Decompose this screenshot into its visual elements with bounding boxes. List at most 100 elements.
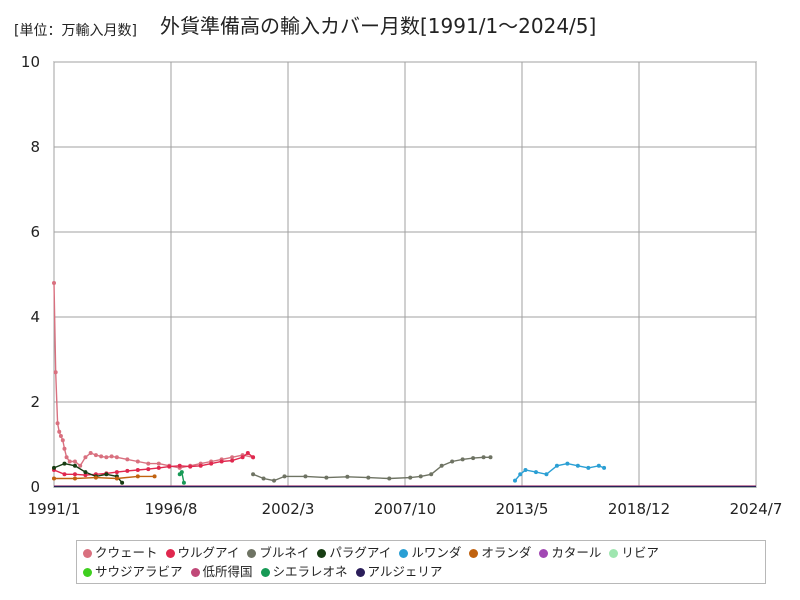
data-point [471, 456, 476, 461]
series-layer [52, 281, 756, 488]
data-point [209, 461, 214, 466]
legend-marker [165, 549, 175, 558]
data-point [114, 470, 119, 475]
data-point [83, 455, 88, 460]
legend-label: クウェート [95, 545, 158, 560]
legend: クウェート ウルグアイ ブルネイ パラグアイ ルワンダ オランダ カタール リビアサウジアラビ… [76, 540, 766, 584]
legend-label: 低所得国 [202, 564, 253, 579]
legend-label: サウジアラビア [95, 564, 183, 579]
data-point [125, 468, 130, 473]
data-point [230, 455, 235, 460]
legend-label: パラグアイ [329, 545, 392, 560]
data-point [120, 480, 125, 485]
data-point [135, 459, 140, 464]
data-point [62, 472, 67, 477]
data-point [64, 455, 69, 460]
data-point [418, 474, 423, 479]
legend-label: ブルネイ [259, 545, 310, 560]
data-point [135, 468, 140, 472]
data-point [366, 475, 371, 480]
data-point [324, 475, 329, 480]
data-point [272, 478, 277, 483]
data-point [387, 476, 392, 481]
legend-item: アルジェリア [355, 562, 443, 581]
legend-item: パラグアイ [317, 543, 391, 562]
legend-marker [83, 549, 92, 558]
y-tick-label: 10 [21, 53, 40, 71]
series-line [54, 475, 155, 480]
legend-marker [469, 549, 479, 558]
legend-item: リビア [609, 543, 659, 562]
series-10 [177, 470, 186, 485]
data-point [60, 438, 65, 443]
data-point [251, 472, 256, 477]
x-tick-label: 2013/5 [496, 500, 549, 518]
data-point [109, 454, 114, 459]
data-point [408, 475, 413, 480]
data-point [481, 455, 486, 460]
data-point [198, 463, 203, 468]
data-point [245, 451, 250, 455]
x-tick-label: 2018/12 [608, 500, 670, 518]
legend-label: アルジェリア [367, 564, 443, 579]
data-point [450, 459, 455, 464]
data-point [58, 434, 63, 438]
legend-item: カタール [539, 543, 601, 562]
legend-marker [539, 549, 549, 558]
data-point [179, 470, 184, 475]
data-point [282, 474, 287, 479]
data-point [72, 472, 77, 477]
data-point [104, 472, 109, 477]
data-point [53, 370, 58, 375]
data-point [72, 459, 77, 464]
data-point [181, 480, 186, 485]
legend-marker [190, 568, 200, 577]
y-tick-label: 4 [30, 308, 40, 326]
data-point [72, 463, 77, 468]
data-point [518, 472, 523, 477]
data-point [146, 467, 151, 472]
x-tick-label: 1991/1 [28, 500, 81, 518]
data-point [251, 455, 256, 460]
y-tick-label: 8 [30, 138, 40, 156]
data-point [167, 464, 172, 469]
data-point [62, 446, 67, 451]
data-point [146, 461, 151, 466]
series-3 [52, 461, 125, 485]
y-tick-label: 2 [30, 393, 40, 411]
series-5 [52, 474, 157, 481]
data-point [554, 463, 559, 468]
data-point [57, 429, 62, 434]
legend-label: ウルグアイ [177, 545, 240, 560]
data-point [99, 454, 104, 459]
data-point [460, 457, 465, 462]
data-point [93, 475, 98, 480]
data-point [533, 470, 538, 475]
data-point [230, 458, 235, 463]
unit-label: [単位：万輸入月数] [14, 23, 137, 39]
legend-label: カタール [551, 545, 602, 560]
legend-marker [247, 549, 257, 558]
data-point [513, 478, 518, 483]
data-point [83, 470, 88, 475]
legend-label: シエラレオネ [272, 564, 348, 579]
data-point [544, 472, 549, 477]
data-point [345, 474, 350, 479]
data-point [219, 459, 224, 464]
grid-lines [53, 61, 757, 488]
legend-marker [609, 549, 619, 558]
data-point [67, 459, 72, 464]
data-point [575, 463, 580, 468]
data-point [156, 461, 161, 466]
y-tick-label: 6 [30, 223, 40, 241]
data-point [188, 464, 193, 469]
data-point [488, 455, 493, 460]
data-point [104, 455, 109, 460]
data-point [125, 457, 130, 462]
data-point [93, 453, 98, 458]
data-point [88, 451, 93, 455]
x-tick-label: 1996/8 [145, 500, 198, 518]
data-point [72, 476, 77, 481]
data-point [52, 476, 56, 481]
